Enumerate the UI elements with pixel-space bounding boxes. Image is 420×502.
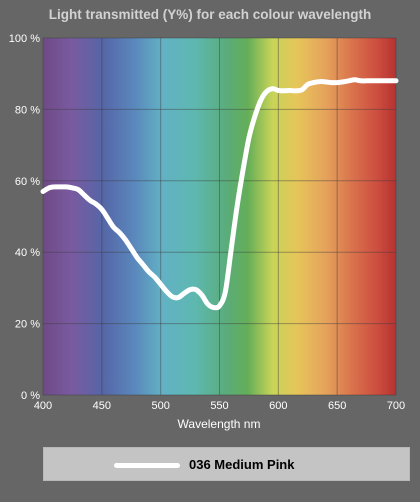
x-tick-label: 550 (210, 400, 228, 412)
y-tick-label: 20 % (15, 319, 40, 331)
y-tick-label: 0 % (21, 390, 40, 402)
y-axis-ticks: 0 % 20 % 40 % 60 % 80 % 100 % (9, 33, 40, 402)
series-line-036-medium-pink (40, 77, 399, 311)
legend-series-label: 036 Medium Pink (189, 457, 295, 472)
spectrum-background (43, 38, 396, 395)
chart-title: Light transmitted (Y%) for each colour w… (48, 7, 372, 22)
x-tick-label: 500 (151, 400, 169, 412)
x-axis-label: Wavelength nm (178, 417, 261, 431)
x-tick-label: 450 (93, 400, 111, 412)
legend-swatch (114, 463, 180, 468)
legend: 036 Medium Pink (43, 447, 410, 481)
x-tick-label: 600 (269, 400, 287, 412)
y-tick-label: 60 % (15, 176, 40, 188)
y-tick-label: 80 % (15, 104, 40, 116)
x-axis-ticks: 400 450 500 550 600 650 700 (34, 400, 405, 412)
y-tick-label: 100 % (9, 33, 40, 45)
x-tick-label: 650 (328, 400, 346, 412)
grid-lines (42, 37, 397, 396)
x-tick-label: 700 (387, 400, 405, 412)
x-tick-label: 400 (34, 400, 52, 412)
y-tick-label: 40 % (15, 247, 40, 259)
